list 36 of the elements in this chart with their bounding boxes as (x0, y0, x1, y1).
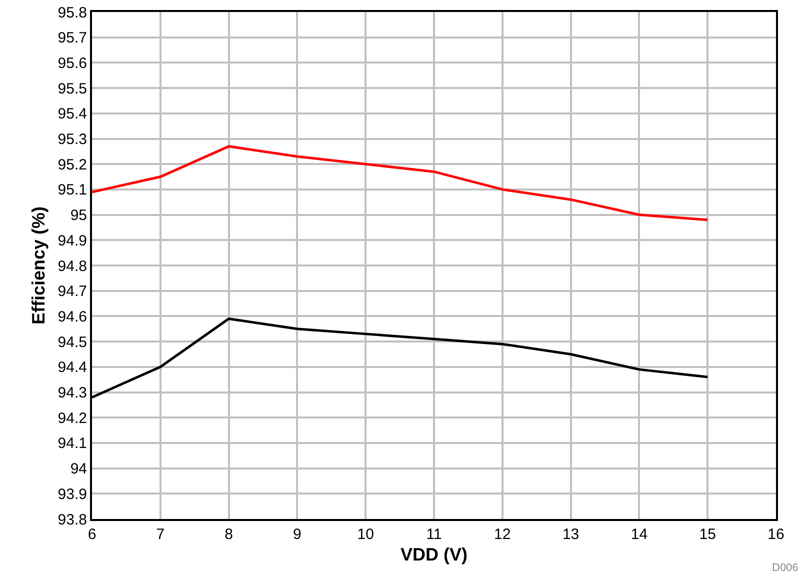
x-tick-label: 13 (562, 526, 580, 543)
y-tick-label: 93.8 (58, 511, 87, 528)
x-tick-label: 11 (426, 526, 442, 543)
y-tick-label: 95.4 (58, 106, 87, 123)
y-tick-label: 94.4 (58, 359, 87, 376)
y-tick-label: 95.6 (58, 54, 87, 72)
y-tick-label: 93.9 (58, 486, 87, 503)
y-tick-label: 95 (70, 207, 87, 224)
y-axis-title: Efficiency (%) (28, 206, 48, 325)
x-tick-label: 16 (768, 526, 784, 543)
x-tick-label: 15 (699, 526, 716, 543)
y-tick-label: 95.3 (58, 131, 87, 148)
x-tick-label: 6 (88, 526, 96, 543)
text: D006 (772, 562, 798, 574)
y-tick-label: 95.2 (58, 156, 87, 174)
y-tick-label: 94.9 (58, 232, 87, 250)
y-tick-label: 95.1 (58, 182, 87, 199)
y-tick-label: 94.7 (58, 283, 87, 300)
x-tick-label: 10 (357, 526, 374, 543)
x-axis-title: VDD (V) (400, 544, 468, 565)
x-tick-label: 7 (156, 526, 165, 543)
y-tick-label: 95.7 (58, 30, 87, 47)
y-tick-label: 94 (70, 460, 87, 478)
y-tick-label: 94.2 (58, 410, 87, 427)
x-tick-label: 8 (224, 526, 233, 543)
y-tick-label: 95.5 (58, 80, 87, 98)
x-tick-label: 14 (630, 526, 648, 543)
y-tick-label: 94.8 (58, 258, 87, 275)
y-tick-label: 95.8 (58, 4, 87, 22)
x-tick-label: 12 (494, 526, 511, 543)
y-tick-label: 94.1 (58, 435, 87, 452)
line-series (92, 145, 709, 222)
y-tick-label: 94.3 (58, 384, 87, 402)
y-tick-label: 94.5 (58, 334, 87, 351)
y-tick-label: 94.6 (58, 308, 87, 326)
x-tick-label: 9 (293, 526, 302, 543)
